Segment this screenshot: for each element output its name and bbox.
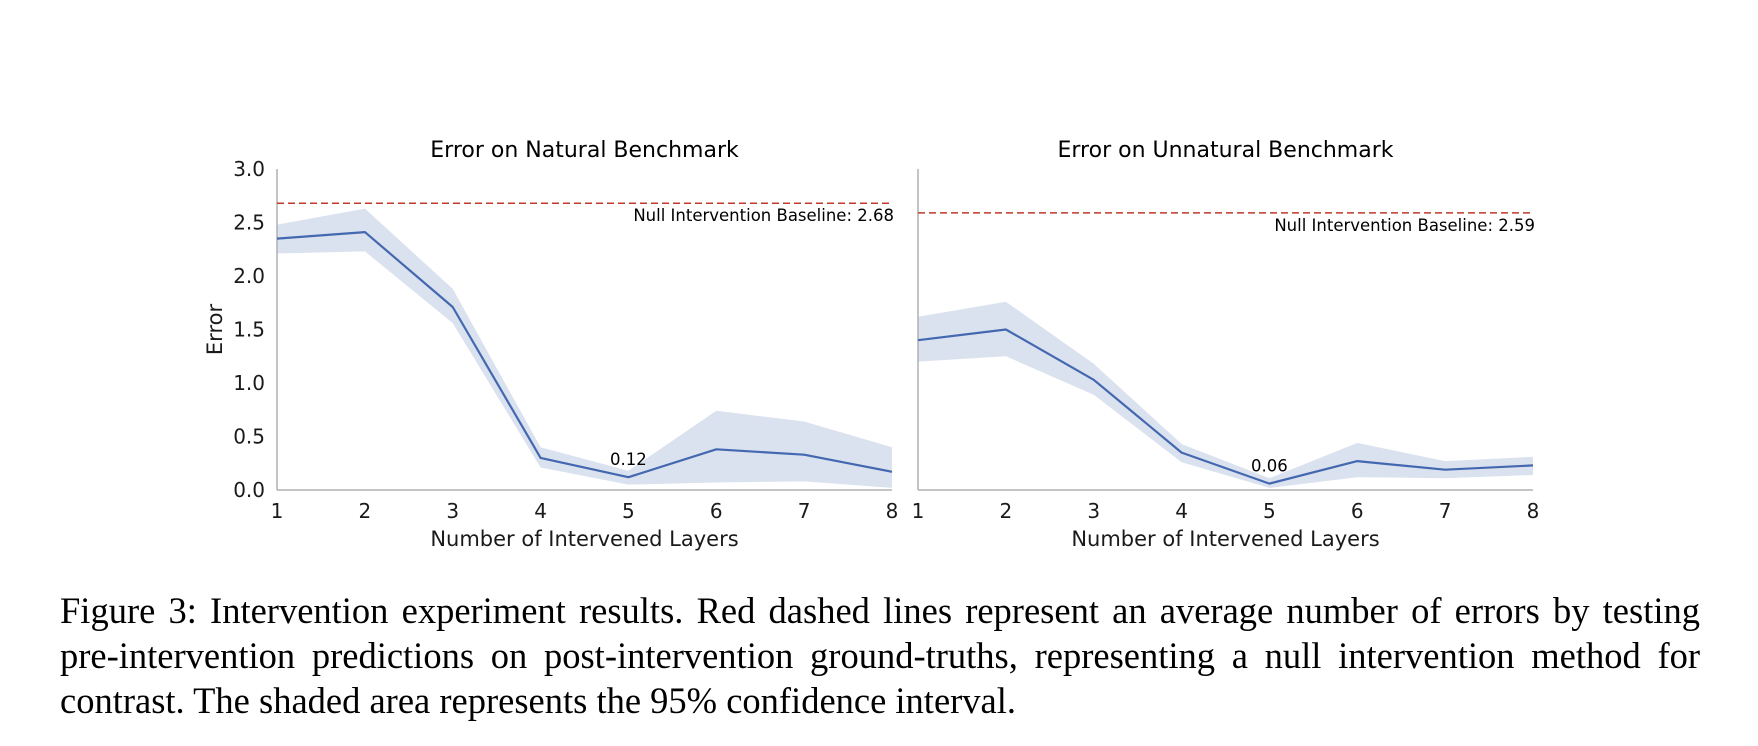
x-tick-label: 1: [912, 499, 925, 523]
baseline-label: Null Intervention Baseline: 2.59: [1274, 216, 1535, 235]
y-tick-label: 0.5: [233, 425, 265, 449]
y-axis-label: Error: [203, 304, 227, 356]
x-tick-label: 2: [999, 499, 1012, 523]
y-tick-label: 2.5: [233, 211, 265, 235]
unnatural-benchmark-panel: Null Intervention Baseline: 2.59 0.06 1 2 3 4…: [912, 138, 1540, 551]
y-tick-label: 1.0: [233, 371, 265, 395]
x-tick-label: 4: [534, 499, 547, 523]
value-annotation: 0.06: [1251, 457, 1288, 476]
x-axis-label: Number of Intervened Layers: [430, 527, 738, 551]
x-axis-label: Number of Intervened Layers: [1071, 527, 1379, 551]
y-tick-label: 0.0: [233, 478, 265, 502]
x-tick-label: 2: [358, 499, 371, 523]
baseline-label: Null Intervention Baseline: 2.68: [633, 206, 894, 225]
chart-title: Error on Natural Benchmark: [430, 138, 739, 163]
x-tick-label: 6: [1351, 499, 1364, 523]
series-line: [917, 328, 1534, 485]
x-tick-label: 8: [886, 499, 899, 523]
series-line: [276, 231, 893, 479]
x-tick-label: 5: [1263, 499, 1276, 523]
x-tick-label: 1: [271, 499, 284, 523]
x-tick-label: 3: [1087, 499, 1100, 523]
x-tick-label: 8: [1527, 499, 1540, 523]
x-tick-label: 6: [710, 499, 723, 523]
confidence-band: [277, 208, 892, 488]
x-tick-label: 7: [1439, 499, 1452, 523]
confidence-band: [918, 301, 1533, 488]
x-tick-label: 5: [622, 499, 635, 523]
x-tick-label: 3: [446, 499, 459, 523]
chart-title: Error on Unnatural Benchmark: [1058, 138, 1394, 163]
x-tick-label: 7: [798, 499, 811, 523]
figure-caption: Figure 3: Intervention experiment result…: [60, 590, 1700, 721]
x-tick-label: 4: [1175, 499, 1188, 523]
y-tick-label: 2.0: [233, 264, 265, 288]
y-tick-label: 1.5: [233, 318, 265, 342]
y-tick-label: 3.0: [233, 157, 265, 181]
value-annotation: 0.12: [610, 450, 647, 469]
natural-benchmark-panel: Null Intervention Baseline: 2.68 0.12 1 2 3 4…: [203, 138, 898, 551]
